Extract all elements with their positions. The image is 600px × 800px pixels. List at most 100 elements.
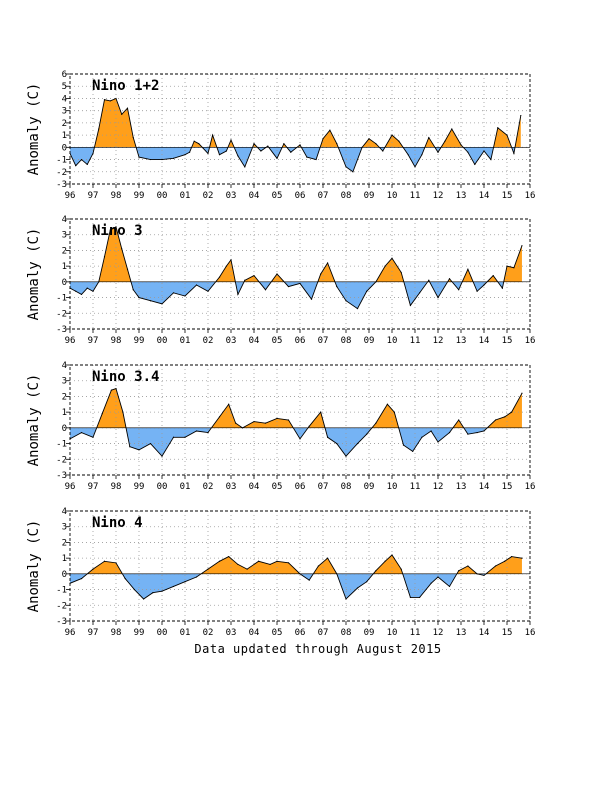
x-tick-label: 06: [295, 191, 306, 201]
x-tick-label: 06: [295, 336, 306, 346]
data-point: [138, 449, 140, 451]
data-point: [421, 154, 423, 156]
data-point: [241, 427, 244, 429]
y-tick-label: 4: [62, 215, 67, 225]
data-point: [228, 403, 230, 405]
x-tick-label: 07: [318, 628, 329, 638]
data-point: [320, 411, 322, 413]
data-point: [476, 573, 478, 575]
x-tick-label: 03: [226, 191, 237, 201]
data-point: [138, 296, 140, 299]
x-tick-label: 15: [502, 482, 513, 492]
data-point: [375, 143, 377, 145]
data-point: [290, 151, 292, 153]
x-tick-label: 00: [157, 336, 168, 346]
data-point: [384, 265, 386, 267]
x-tick-label: 04: [249, 336, 260, 346]
positive-anomaly-area: [70, 98, 521, 148]
data-point: [244, 166, 246, 168]
x-tick-label: 05: [272, 628, 283, 638]
data-point: [329, 129, 331, 131]
data-point: [345, 598, 347, 600]
data-point: [409, 596, 411, 599]
y-axis-label: Anomaly (C): [26, 520, 42, 613]
x-tick-label: 10: [387, 628, 398, 638]
data-point: [207, 431, 209, 434]
data-point: [110, 389, 112, 391]
data-point: [391, 134, 393, 136]
x-tick-label: 07: [318, 191, 329, 201]
data-point: [75, 165, 77, 167]
x-tick-label: 16: [525, 336, 536, 346]
data-point: [287, 419, 290, 421]
data-point: [189, 151, 191, 153]
data-point: [521, 392, 523, 394]
data-point: [430, 430, 432, 432]
panel-title: Nino 4: [92, 515, 143, 531]
data-point: [384, 560, 386, 562]
y-tick-label: 0: [62, 278, 67, 288]
y-tick-label: 1: [62, 554, 67, 564]
x-tick-label: 07: [318, 482, 329, 492]
data-point: [80, 431, 83, 434]
data-point: [92, 290, 94, 292]
data-point: [327, 436, 329, 438]
data-point: [409, 304, 411, 307]
data-point: [235, 422, 237, 424]
x-tick-label: 02: [203, 336, 214, 346]
data-point: [497, 127, 499, 129]
x-tick-label: 02: [203, 482, 214, 492]
x-tick-label: 15: [502, 628, 513, 638]
x-tick-label: 96: [65, 482, 76, 492]
data-point: [448, 278, 451, 280]
x-tick-label: 08: [341, 482, 352, 492]
data-point: [430, 582, 432, 584]
data-point: [132, 289, 134, 291]
data-point: [161, 455, 163, 457]
x-tick-label: 00: [157, 482, 168, 492]
x-tick-label: 02: [203, 628, 214, 638]
data-point: [138, 156, 140, 158]
data-point: [437, 441, 439, 443]
x-tick-label: 14: [479, 191, 490, 201]
y-tick-label: 0: [62, 424, 67, 434]
y-tick-label: 6: [62, 70, 67, 80]
data-point: [253, 143, 255, 145]
data-point: [92, 568, 94, 570]
y-tick-label: 2: [62, 246, 67, 256]
data-point: [437, 151, 439, 153]
data-point: [237, 293, 239, 296]
y-tick-label: -3: [56, 180, 67, 190]
data-point: [299, 573, 301, 575]
data-point: [86, 163, 88, 166]
data-point: [511, 555, 513, 558]
data-point: [122, 411, 124, 413]
data-point: [195, 284, 198, 286]
data-point: [315, 158, 317, 161]
y-axis-label: Anomaly (C): [26, 228, 42, 321]
data-point: [276, 560, 278, 562]
x-tick-label: 16: [525, 191, 536, 201]
data-point: [345, 455, 347, 457]
y-tick-label: -2: [56, 601, 67, 611]
data-point: [419, 292, 421, 294]
x-tick-label: 01: [180, 482, 191, 492]
data-point: [400, 568, 402, 570]
data-point: [184, 295, 186, 297]
data-point: [310, 298, 313, 300]
data-point: [212, 134, 214, 136]
data-point: [336, 573, 338, 575]
data-point: [283, 143, 285, 145]
x-tick-label: 12: [433, 191, 444, 201]
data-point: [92, 436, 94, 438]
data-point: [299, 438, 301, 440]
data-point: [467, 268, 469, 270]
x-tick-label: 11: [410, 628, 421, 638]
x-tick-label: 13: [456, 336, 467, 346]
data-point: [80, 158, 83, 161]
y-tick-label: 4: [62, 507, 67, 517]
data-point: [494, 565, 497, 567]
data-point: [506, 265, 508, 267]
data-point: [521, 245, 523, 247]
